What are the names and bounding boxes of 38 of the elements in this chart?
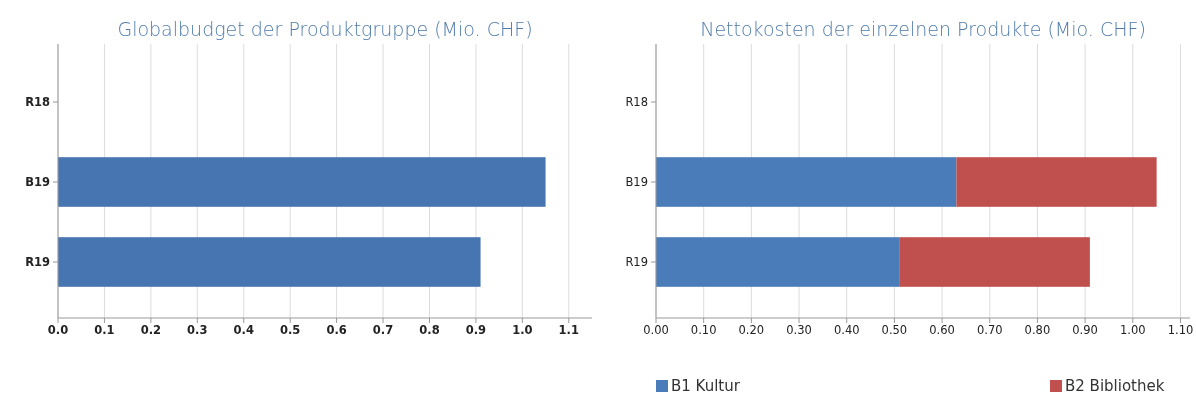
x-tick-label: 1.1 bbox=[558, 323, 579, 338]
chart-title: Nettokosten der einzelnen Produkte (Mio. CHF) bbox=[700, 18, 1146, 40]
bar bbox=[656, 157, 957, 207]
bar bbox=[956, 157, 1157, 207]
x-tick-label: 0.60 bbox=[929, 323, 955, 338]
y-tick-label: B19 bbox=[25, 175, 50, 190]
x-tick-label: 0.7 bbox=[372, 323, 394, 338]
x-tick-label: 0.2 bbox=[140, 323, 162, 338]
y-tick-label: B19 bbox=[625, 175, 648, 190]
x-tick-label: 0.4 bbox=[233, 323, 254, 338]
y-tick-label: R19 bbox=[625, 255, 648, 270]
x-tick-label: 1.0 bbox=[512, 323, 533, 338]
x-tick-label: 0.50 bbox=[881, 323, 908, 338]
x-tick-label: 1.00 bbox=[1119, 323, 1146, 338]
x-tick-label: 0.0 bbox=[47, 323, 69, 338]
x-tick-label: 1.10 bbox=[1167, 323, 1194, 338]
bar bbox=[656, 237, 900, 287]
x-tick-label: 0.90 bbox=[1072, 323, 1098, 338]
legend-label: B2 Bibliothek bbox=[1065, 377, 1165, 395]
x-tick-label: 0.40 bbox=[833, 323, 860, 338]
x-tick-label: 0.1 bbox=[94, 323, 115, 338]
x-tick-label: 0.3 bbox=[187, 323, 208, 338]
bar bbox=[899, 237, 1090, 287]
y-tick-label: R19 bbox=[25, 255, 50, 270]
x-tick-label: 0.00 bbox=[643, 323, 669, 338]
x-tick-label: 0.70 bbox=[976, 323, 1003, 338]
legend-label: B1 Kultur bbox=[671, 377, 741, 395]
y-tick-label: R18 bbox=[625, 95, 648, 110]
x-tick-label: 0.10 bbox=[690, 323, 717, 338]
x-tick-label: 0.5 bbox=[279, 323, 301, 338]
y-tick-label: R18 bbox=[25, 95, 50, 110]
x-tick-label: 0.9 bbox=[465, 323, 487, 338]
x-tick-label: 0.8 bbox=[419, 323, 440, 338]
x-tick-label: 0.80 bbox=[1024, 323, 1051, 338]
x-tick-label: 0.6 bbox=[326, 323, 347, 338]
chart-title: Globalbudget der Produktgruppe (Mio. CHF) bbox=[117, 18, 533, 40]
x-tick-label: 0.20 bbox=[738, 323, 765, 338]
x-tick-label: 0.30 bbox=[786, 323, 812, 338]
